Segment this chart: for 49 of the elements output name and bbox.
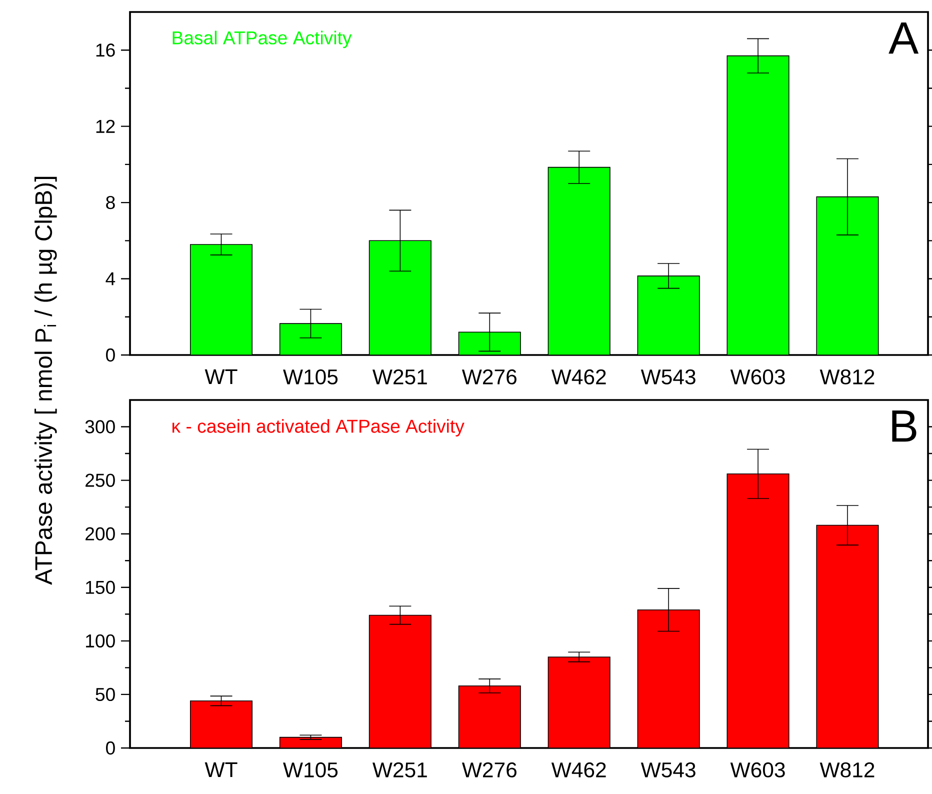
bar — [638, 610, 700, 748]
x-tick-label: W603 — [730, 762, 785, 778]
bar — [458, 332, 521, 355]
bar — [369, 615, 432, 748]
x-tick-label: W251 — [372, 369, 427, 384]
text: κ - casein activated ATPase Activity — [172, 419, 464, 436]
bar — [727, 474, 789, 748]
y-tick-label: 300 — [85, 420, 115, 434]
y-tick-label: 0 — [106, 348, 115, 362]
y-tick-label: 16 — [96, 44, 115, 57]
y-tick-label: 4 — [106, 272, 116, 286]
x-tick-label: W462 — [551, 369, 606, 384]
y-tick-label: 0 — [106, 741, 115, 755]
x-tick-label: W543 — [640, 762, 696, 778]
bar — [190, 700, 252, 748]
bar — [638, 276, 700, 355]
x-tick-label: W251 — [372, 762, 427, 778]
annotation: A — [888, 22, 919, 54]
x-tick-label: W603 — [730, 369, 785, 384]
text: Basal ATPase Activity — [172, 30, 352, 48]
x-tick-label: WT — [204, 369, 238, 384]
y-tick-label: 200 — [86, 527, 115, 540]
bar — [548, 656, 610, 748]
bar — [280, 737, 342, 748]
bar — [816, 524, 879, 748]
bar — [548, 167, 610, 355]
x-tick-label: W276 — [462, 762, 516, 778]
bar — [280, 324, 342, 355]
x-tick-label: WT — [204, 762, 238, 777]
x-tick-label: W105 — [283, 369, 338, 384]
y-tick-label: 150 — [86, 580, 115, 594]
x-tick-label: W812 — [820, 369, 874, 384]
x-tick-label: W812 — [820, 762, 874, 778]
y-tick-label: 250 — [86, 474, 115, 487]
x-tick-label: W105 — [283, 762, 338, 778]
y-tick-label: 100 — [86, 634, 115, 648]
x-tick-label: W462 — [551, 762, 606, 778]
y-tick-label: 8 — [106, 196, 115, 210]
y-tick-label: 50 — [96, 688, 115, 702]
bar — [190, 244, 252, 355]
annotation: B — [892, 410, 916, 442]
y-tick-label: 12 — [96, 120, 115, 133]
bar — [369, 240, 432, 355]
y-axis-title: ATPase activity [ nmol P$_{i}$ / (h µg ClpB)] — [34, 176, 57, 585]
bar — [727, 56, 789, 355]
bar — [816, 196, 879, 355]
bar — [458, 686, 521, 748]
x-tick-label: W276 — [462, 369, 516, 384]
x-tick-label: W543 — [640, 369, 696, 384]
